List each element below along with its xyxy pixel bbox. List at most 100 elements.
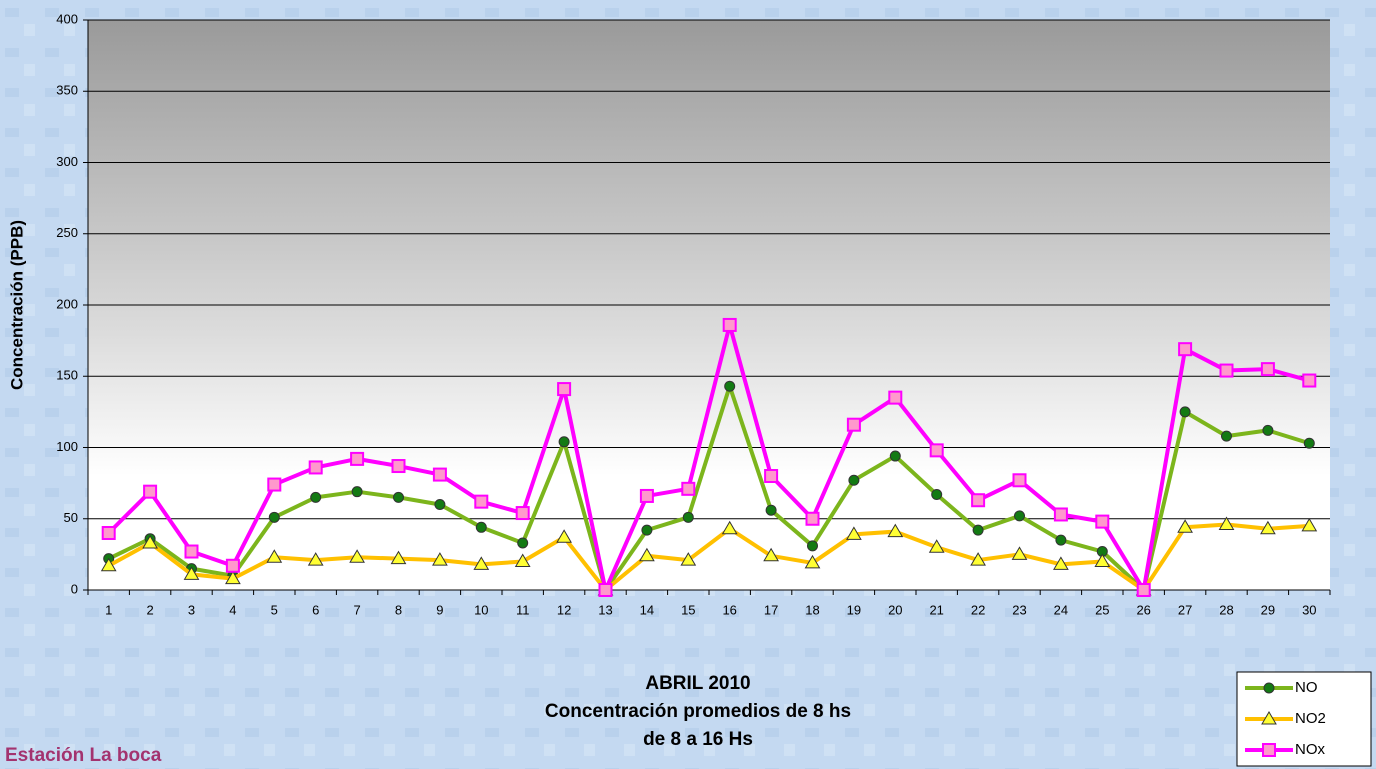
x-tick-label: 30 [1302,602,1316,617]
data-point [642,525,652,535]
data-point [1055,508,1067,520]
x-tick-label: 24 [1054,602,1068,617]
x-tick-label: 1 [105,602,112,617]
data-point [1096,516,1108,528]
x-tick-label: 8 [395,602,402,617]
y-tick-label: 200 [56,296,78,311]
x-tick-label: 22 [971,602,985,617]
data-point [1222,431,1232,441]
y-tick-label: 300 [56,154,78,169]
data-point [394,492,404,502]
data-point [393,460,405,472]
x-tick-label: 11 [516,602,530,617]
x-tick-label: 29 [1261,602,1275,617]
data-point [186,546,198,558]
data-point [973,525,983,535]
data-point [269,512,279,522]
x-tick-label: 4 [229,602,236,617]
data-point [1303,375,1315,387]
data-point [889,392,901,404]
x-tick-label: 10 [474,602,488,617]
data-point [518,538,528,548]
y-tick-label: 50 [64,510,78,525]
data-point [517,507,529,519]
data-point [1180,407,1190,417]
chart-title: Concentración promedios de 8 hs [545,701,851,722]
legend-label: NOx [1295,741,1326,758]
x-tick-label: 26 [1136,602,1150,617]
data-point [435,500,445,510]
x-tick-label: 25 [1095,602,1109,617]
data-point [227,560,239,572]
data-point [352,487,362,497]
data-point [765,470,777,482]
data-point [682,483,694,495]
data-point [476,522,486,532]
y-tick-label: 150 [56,368,78,383]
data-point [641,490,653,502]
data-point [1262,363,1274,375]
data-point [890,451,900,461]
data-point [725,381,735,391]
x-tick-label: 23 [1012,602,1026,617]
data-point [1015,511,1025,521]
x-tick-label: 3 [188,602,195,617]
chart-title: de 8 a 16 Hs [643,729,753,750]
y-tick-label: 350 [56,83,78,98]
data-point [683,512,693,522]
x-tick-label: 5 [271,602,278,617]
data-point [475,496,487,508]
x-tick-label: 9 [436,602,443,617]
data-point [268,479,280,491]
chart: 0501001502002503003504001234567891011121… [0,0,1376,769]
x-tick-label: 27 [1178,602,1192,617]
data-point [724,319,736,331]
y-axis-label: Concentración (PPB) [7,220,26,390]
subtitle: Estación La boca [5,745,162,766]
y-tick-label: 0 [71,581,78,596]
x-tick-label: 6 [312,602,319,617]
data-point [807,513,819,525]
data-point [558,383,570,395]
legend-label: NO2 [1295,710,1326,727]
x-tick-label: 28 [1219,602,1233,617]
legend-marker [1263,744,1275,756]
x-tick-label: 19 [847,602,861,617]
x-tick-label: 12 [557,602,571,617]
data-point [932,490,942,500]
data-point [1014,474,1026,486]
data-point [311,492,321,502]
data-point [1263,425,1273,435]
y-tick-label: 100 [56,439,78,454]
data-point [808,541,818,551]
data-point [848,419,860,431]
x-tick-label: 2 [146,602,153,617]
x-tick-label: 17 [764,602,778,617]
data-point [1179,343,1191,355]
data-point [849,475,859,485]
x-tick-label: 21 [929,602,943,617]
data-point [1221,365,1233,377]
data-point [1304,438,1314,448]
data-point [972,494,984,506]
x-tick-label: 20 [888,602,902,617]
x-tick-label: 15 [681,602,695,617]
data-point [144,486,156,498]
data-point [600,584,612,596]
data-point [766,505,776,515]
data-point [351,453,363,465]
y-tick-label: 400 [56,11,78,26]
x-tick-label: 18 [805,602,819,617]
data-point [434,469,446,481]
data-point [1056,535,1066,545]
x-tick-label: 7 [353,602,360,617]
data-point [1138,584,1150,596]
y-tick-label: 250 [56,225,78,240]
chart-title: ABRIL 2010 [645,673,750,694]
legend-marker [1264,683,1274,693]
data-point [931,444,943,456]
x-tick-label: 16 [722,602,736,617]
data-point [103,527,115,539]
data-point [559,437,569,447]
legend-label: NO [1295,679,1318,696]
